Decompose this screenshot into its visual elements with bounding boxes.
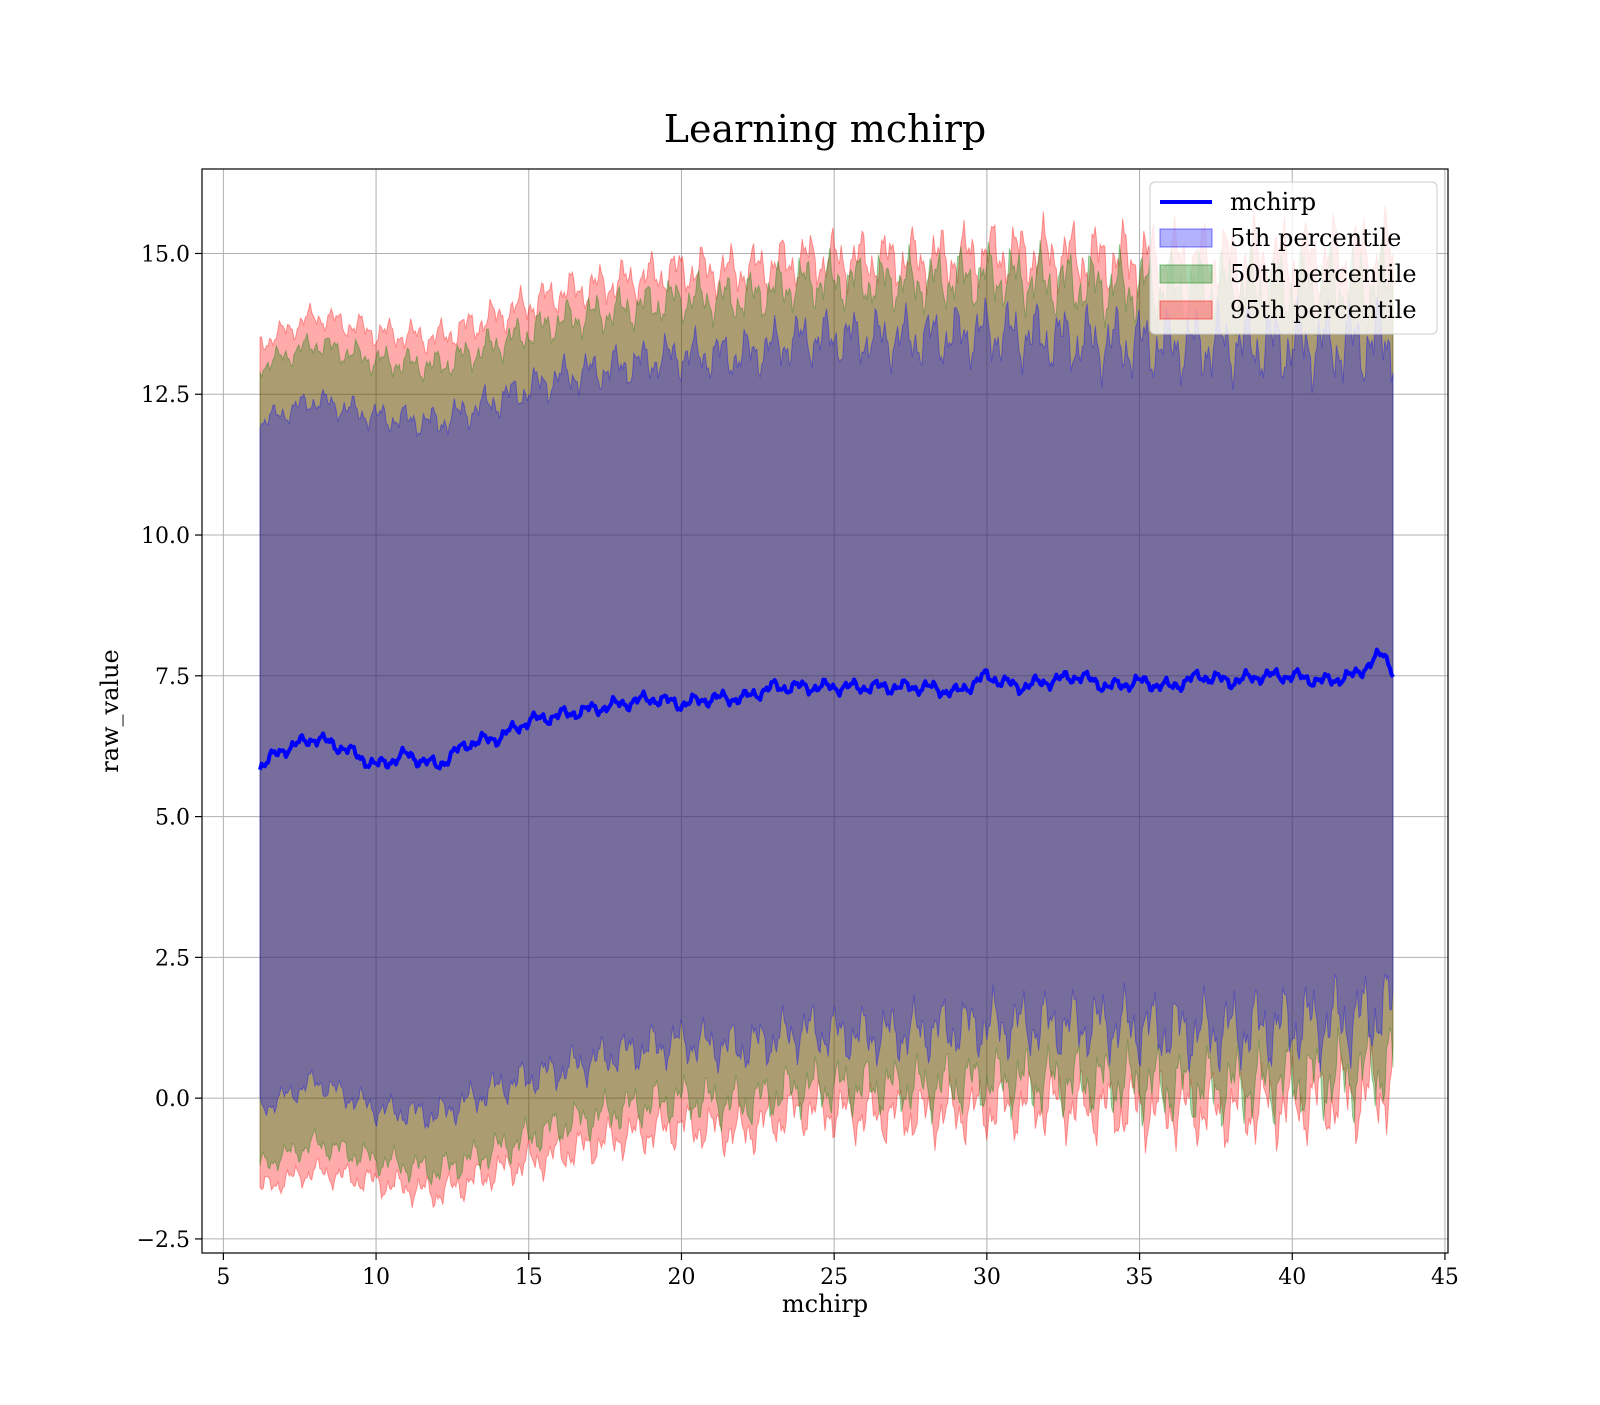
series-line-mchirp — [258, 647, 1395, 771]
axis-ticks: 5 10 15 20 25 30 35 40 45 −2.5 0.0 2.5 5.0 7.5 10.0 12.… — [137, 242, 1459, 1290]
legend-box — [1149, 181, 1438, 335]
x-tick-label: 40 — [1278, 1265, 1306, 1290]
y-tick-label: −2.5 — [137, 1228, 190, 1253]
x-tick-label: 30 — [973, 1265, 1001, 1290]
percentile-bands — [259, 205, 1394, 1209]
chart-title: Learning mchirp — [664, 107, 986, 151]
x-tick-label: 25 — [820, 1265, 848, 1290]
plot-background — [202, 169, 1448, 1253]
y-tick-label: 12.5 — [141, 383, 190, 408]
legend: mchirp 5th percentile 50th percentile 95th … — [1149, 181, 1438, 335]
x-tick-label: 15 — [515, 1265, 543, 1290]
x-tick-label: 10 — [362, 1265, 390, 1290]
plot-frame — [201, 168, 1449, 1254]
y-tick-label: 2.5 — [155, 946, 190, 971]
band-50th-percentile — [259, 239, 1394, 1187]
x-tick-label: 35 — [1126, 1265, 1154, 1290]
legend-swatch — [1159, 228, 1213, 248]
series-lines — [258, 647, 1395, 771]
band-95th-percentile — [259, 205, 1394, 1209]
y-tick-label: 15.0 — [141, 242, 190, 267]
y-tick-label: 7.5 — [155, 665, 190, 690]
y-tick-label: 10.0 — [141, 524, 190, 549]
legend-swatch — [1159, 264, 1213, 284]
legend-label: 50th percentile — [1230, 260, 1417, 288]
band-5th-percentile — [259, 294, 1394, 1130]
x-tick-label: 45 — [1431, 1265, 1459, 1290]
y-tick-label: 5.0 — [155, 806, 190, 831]
legend-label: 5th percentile — [1230, 224, 1401, 252]
legend-swatch — [1159, 300, 1213, 320]
legend-label: mchirp — [1230, 188, 1316, 216]
x-tick-label: 5 — [216, 1265, 230, 1290]
y-axis-label: raw_value — [96, 649, 124, 773]
y-tick-label: 0.0 — [155, 1087, 190, 1112]
x-tick-label: 20 — [667, 1265, 695, 1290]
x-axis-label: mchirp — [782, 1290, 868, 1318]
legend-label: 95th percentile — [1230, 296, 1417, 324]
